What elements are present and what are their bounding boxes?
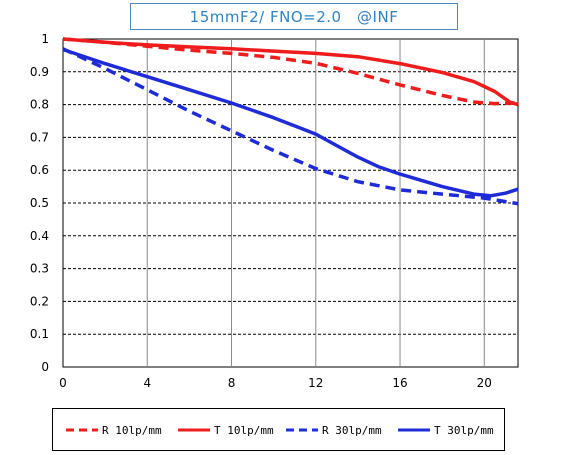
- x-tick-label-2: 8: [228, 376, 236, 390]
- legend-item-r30: R 30lp/mm: [285, 422, 382, 438]
- legend: R 10lp/mm T 10lp/mm R 30lp/mm T 30lp/mm: [52, 408, 505, 451]
- series-line-2: [62, 47, 519, 206]
- y-tick-label-1: 0.1: [30, 327, 49, 341]
- legend-swatch-r10: [66, 428, 98, 432]
- y-tick-label-0: 0: [41, 360, 49, 374]
- y-tick-label-9: 0.9: [30, 65, 49, 79]
- legend-label-r30: R 30lp/mm: [322, 423, 382, 437]
- series-lines: [62, 37, 519, 206]
- x-tick-label-5: 20: [477, 376, 492, 390]
- legend-label-t30: T 30lp/mm: [434, 423, 494, 437]
- x-tick-label-4: 16: [392, 376, 407, 390]
- y-tick-label-5: 0.5: [30, 196, 49, 210]
- y-tick-label-7: 0.7: [30, 130, 49, 144]
- legend-item-t10: T 10lp/mm: [177, 422, 274, 438]
- grid-lines: [63, 39, 518, 367]
- series-line-1: [62, 37, 519, 107]
- chart-title: 15mmF2/ FNO=2.0 @INF: [189, 8, 399, 26]
- y-tick-label-3: 0.3: [30, 262, 49, 276]
- y-tick-labels: 0 0.1 0.2 0.3 0.4 0.5 0.6 0.7 0.8 0.9 1: [30, 32, 49, 374]
- legend-label-r10: R 10lp/mm: [102, 423, 162, 437]
- x-tick-label-0: 0: [59, 376, 67, 390]
- legend-swatch-t10: [178, 428, 210, 432]
- legend-label-t10: T 10lp/mm: [214, 423, 274, 437]
- legend-swatch-t30: [398, 428, 430, 432]
- y-tick-label-8: 0.8: [30, 98, 49, 112]
- legend-swatch-r30: [286, 428, 318, 432]
- y-tick-label-2: 0.2: [30, 294, 49, 308]
- series-line-3: [62, 47, 519, 198]
- legend-item-r10: R 10lp/mm: [65, 422, 162, 438]
- x-tick-labels: 0 4 8 12 16 20: [59, 376, 492, 390]
- chart-title-box: 15mmF2/ FNO=2.0 @INF: [130, 3, 458, 30]
- y-tick-label-6: 0.6: [30, 163, 49, 177]
- legend-item-t30: T 30lp/mm: [397, 422, 494, 438]
- x-tick-label-3: 12: [308, 376, 323, 390]
- y-tick-label-4: 0.4: [30, 229, 49, 243]
- x-tick-label-1: 4: [143, 376, 151, 390]
- y-tick-label-10: 1: [41, 32, 49, 46]
